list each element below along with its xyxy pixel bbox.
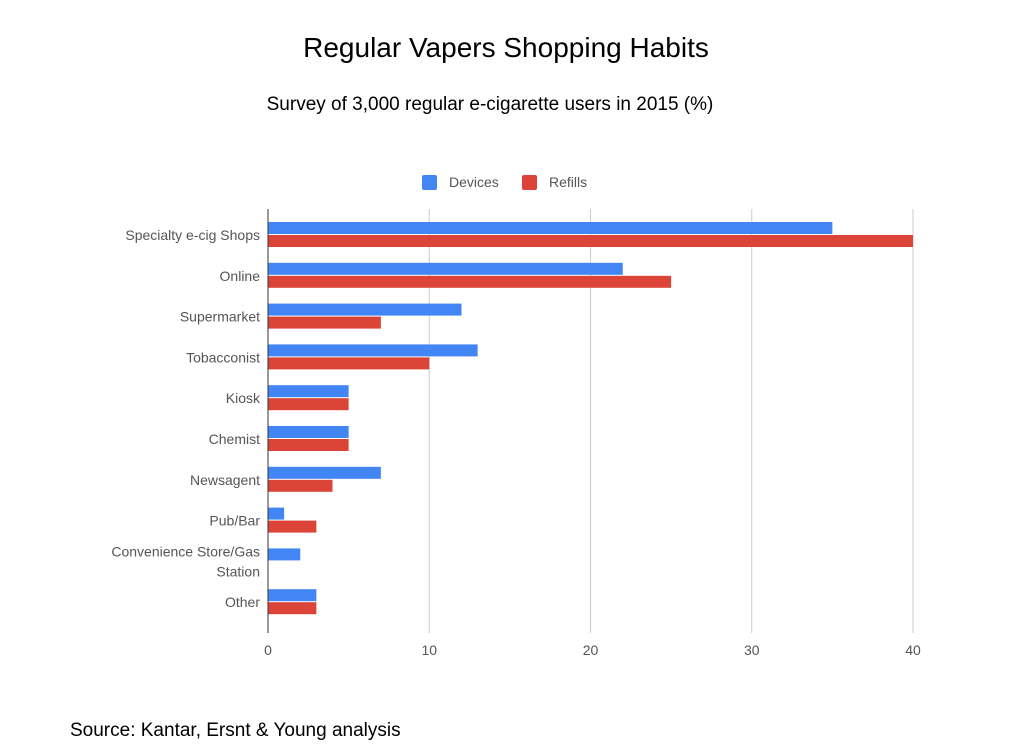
bar-devices	[268, 507, 285, 520]
bar-refills	[268, 316, 381, 329]
legend-swatch-devices	[422, 175, 437, 190]
bar-devices	[268, 589, 317, 602]
chart-subtitle: Survey of 3,000 regular e-cigarette user…	[266, 94, 714, 115]
bar-devices	[268, 344, 478, 357]
bar-refills	[268, 398, 349, 411]
category-label: Chemist	[209, 431, 260, 447]
bar-devices	[268, 426, 349, 438]
category-label: Convenience Store/Gas	[111, 543, 260, 559]
bar-refills	[268, 479, 333, 492]
bar-refills	[268, 235, 913, 247]
bar-devices	[268, 466, 381, 479]
legend-label-refills: Refills	[549, 174, 587, 190]
bar-devices	[268, 262, 623, 275]
bar-devices	[268, 222, 833, 234]
category-axis: Specialty e-cig Shops Online Supermarket To…	[111, 209, 269, 633]
bar-devices	[268, 385, 349, 398]
bar-refills	[268, 275, 672, 288]
bar-refills	[268, 357, 430, 370]
x-tick-label: 10	[421, 642, 437, 658]
category-label: Specialty e-cig Shops	[125, 227, 260, 243]
legend-swatch-refills	[522, 175, 537, 190]
x-tick-label: 40	[905, 642, 921, 658]
chart-title: Regular Vapers Shopping Habits	[303, 32, 709, 63]
category-label: Tobacconist	[186, 349, 260, 365]
source-note: Source: Kantar, Ersnt & Young analysis	[70, 720, 401, 741]
x-tick-label: 0	[264, 642, 272, 658]
bar-chart: Devices Refills Specialty e-cig Shops Onli…	[111, 174, 921, 658]
value-axis: 0 10 20 30 40	[264, 642, 921, 658]
x-tick-label: 30	[744, 642, 760, 658]
x-tick-label: 20	[583, 642, 599, 658]
bar-refills	[268, 520, 317, 533]
bar-refills	[268, 602, 317, 615]
legend: Devices Refills	[422, 174, 587, 190]
category-label: Newsagent	[190, 472, 260, 488]
category-label: Supermarket	[180, 309, 260, 325]
bar-refills	[268, 439, 349, 451]
bar-devices	[268, 303, 462, 316]
category-label: Kiosk	[226, 390, 261, 406]
legend-label-devices: Devices	[449, 174, 499, 190]
bar-devices	[268, 548, 301, 561]
category-label: Online	[220, 268, 261, 284]
category-label: Pub/Bar	[209, 513, 260, 529]
bars	[268, 222, 913, 615]
category-label: Station	[216, 563, 260, 579]
category-label: Other	[225, 594, 260, 610]
